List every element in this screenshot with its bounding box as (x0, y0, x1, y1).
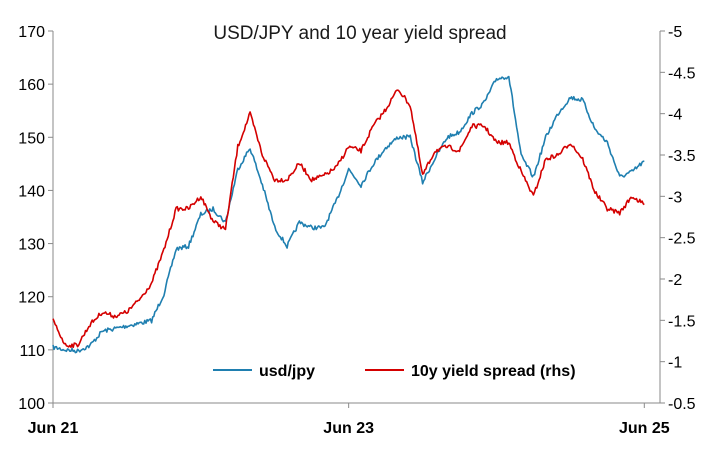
chart-title: USD/JPY and 10 year yield spread (213, 23, 506, 44)
right-axis-ticks: -5 -4.5 -4 -3.5 -3 -2.5 -2 -1.5 -1 -0.5 (660, 24, 696, 413)
x-tick-label: Jun 25 (619, 420, 670, 437)
series-line-usdjpy (52, 75, 645, 354)
right-tick-label: -0.5 (668, 396, 696, 413)
left-tick-label: 120 (18, 290, 45, 307)
left-tick-label: 110 (19, 343, 45, 360)
right-tick-label: -1.5 (668, 313, 696, 330)
x-axis-ticks: Jun 21 Jun 23 Jun 25 (28, 403, 670, 437)
left-tick-label: 130 (18, 237, 45, 254)
plot-lines (52, 75, 645, 354)
right-tick-label: -4 (668, 107, 682, 124)
x-tick-label: Jun 23 (323, 420, 374, 437)
right-tick-label: -2 (668, 272, 682, 289)
right-tick-label: -1 (668, 355, 682, 372)
right-tick-label: -3 (668, 189, 682, 206)
left-axis-ticks: 170 160 150 140 130 120 110 100 (18, 24, 53, 413)
right-tick-label: -3.5 (668, 148, 696, 165)
right-tick-label: -4.5 (668, 65, 696, 82)
left-tick-label: 170 (18, 24, 45, 41)
legend-label-usdjpy: usd/jpy (259, 363, 315, 380)
left-tick-label: 160 (18, 77, 45, 94)
right-tick-label: -5 (668, 24, 682, 41)
left-tick-label: 140 (18, 183, 45, 200)
left-tick-label: 150 (18, 130, 45, 147)
legend-label-yield-spread: 10y yield spread (rhs) (411, 363, 576, 380)
left-tick-label: 100 (18, 396, 45, 413)
x-tick-label: Jun 21 (28, 420, 79, 437)
right-tick-label: -2.5 (668, 231, 696, 248)
legend: usd/jpy 10y yield spread (rhs) (213, 363, 576, 380)
series-line-yield-spread (52, 89, 645, 349)
